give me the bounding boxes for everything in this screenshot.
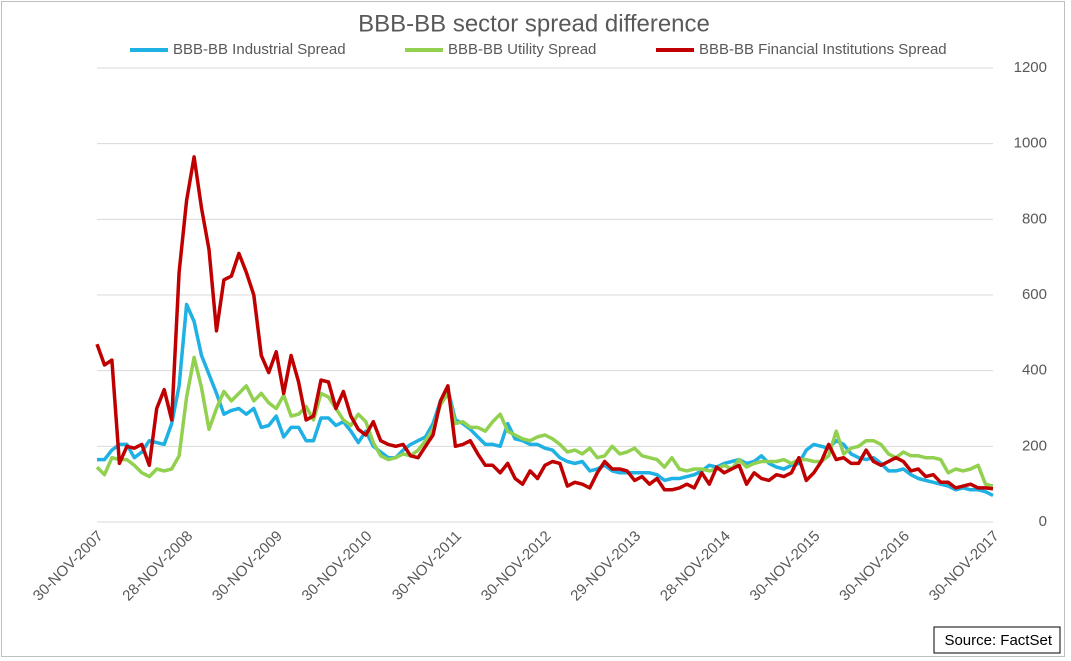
legend-label: BBB-BB Industrial Spread: [173, 41, 346, 58]
y-tick-label: 800: [1022, 210, 1047, 227]
source-box: [933, 626, 1061, 654]
legend-label: BBB-BB Utility Spread: [448, 41, 596, 58]
series-line: [97, 302, 994, 498]
series-line: [95, 155, 994, 492]
y-tick-label: 600: [1022, 286, 1047, 303]
y-tick-label: 0: [1039, 513, 1047, 530]
source: Source: FactSet: [944, 632, 1052, 649]
y-tick-label: 1200: [1014, 59, 1047, 76]
series-line: [95, 355, 994, 488]
y-tick-label: 400: [1022, 362, 1047, 379]
y-tick-label: 200: [1022, 437, 1047, 454]
y-tick-label: 1000: [1014, 135, 1047, 152]
chart-title: BBB-BB sector spread difference: [358, 10, 710, 37]
legend-label: BBB-BB Financial Institutions Spread: [699, 41, 947, 58]
